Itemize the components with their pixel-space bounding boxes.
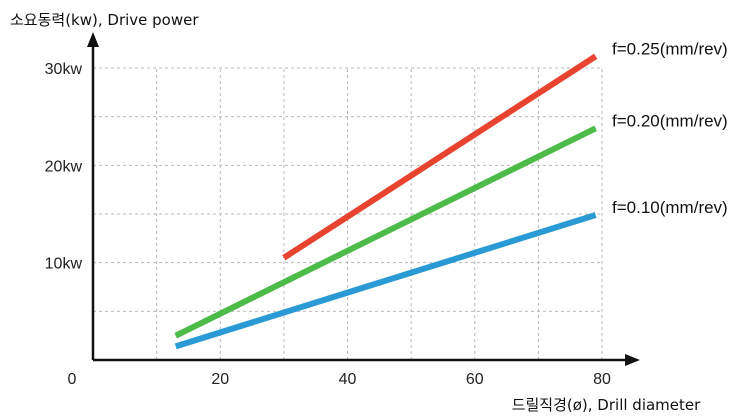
series-line-0 [282, 53, 598, 261]
series-lines [174, 53, 598, 350]
y-axis-title: 소요동력(kw), Drive power [10, 11, 199, 29]
x-axis-arrow-icon [625, 354, 640, 366]
x-tick-label: 80 [593, 371, 611, 388]
series-labels: f=0.25(mm/rev) f=0.20(mm/rev) f=0.10(mm/re… [612, 39, 728, 217]
tick-labels: 20 40 60 80 10kw 20kw 30kw [45, 61, 611, 388]
y-tick-label: 10kw [45, 256, 83, 273]
x-axis-title: 드릴직경(ø), Drill diameter [512, 396, 701, 414]
y-tick-label: 20kw [45, 158, 83, 175]
axes [87, 32, 640, 366]
series-label-0: f=0.25(mm/rev) [612, 39, 728, 58]
x-tick-label: 40 [339, 371, 357, 388]
x-tick-label: 60 [466, 371, 484, 388]
series-label-1: f=0.20(mm/rev) [612, 111, 728, 130]
series-line-2 [174, 212, 597, 350]
series-line-1 [174, 125, 597, 339]
series-label-2: f=0.10(mm/rev) [612, 198, 728, 217]
x-tick-label: 20 [211, 371, 229, 388]
grid [93, 67, 603, 360]
y-axis-arrow-icon [87, 32, 99, 47]
origin-label: 0 [68, 371, 77, 388]
y-tick-label: 30kw [45, 61, 83, 78]
